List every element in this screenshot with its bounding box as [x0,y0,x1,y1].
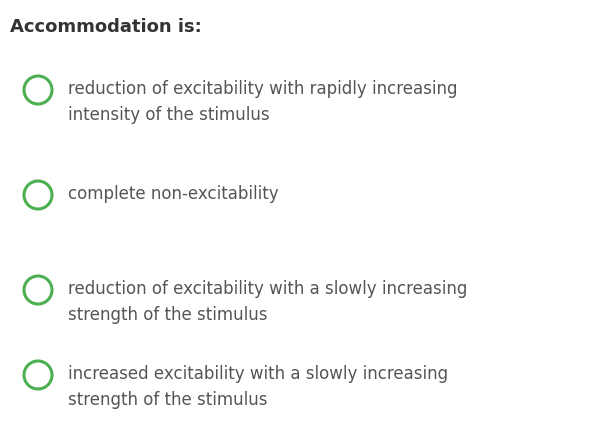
Text: increased excitability with a slowly increasing: increased excitability with a slowly inc… [68,365,448,383]
Text: Accommodation is:: Accommodation is: [10,18,202,36]
Text: strength of the stimulus: strength of the stimulus [68,306,268,324]
Text: reduction of excitability with rapidly increasing: reduction of excitability with rapidly i… [68,80,458,98]
Text: complete non-excitability: complete non-excitability [68,185,278,203]
Text: intensity of the stimulus: intensity of the stimulus [68,106,269,124]
Text: strength of the stimulus: strength of the stimulus [68,391,268,409]
Text: reduction of excitability with a slowly increasing: reduction of excitability with a slowly … [68,280,467,298]
